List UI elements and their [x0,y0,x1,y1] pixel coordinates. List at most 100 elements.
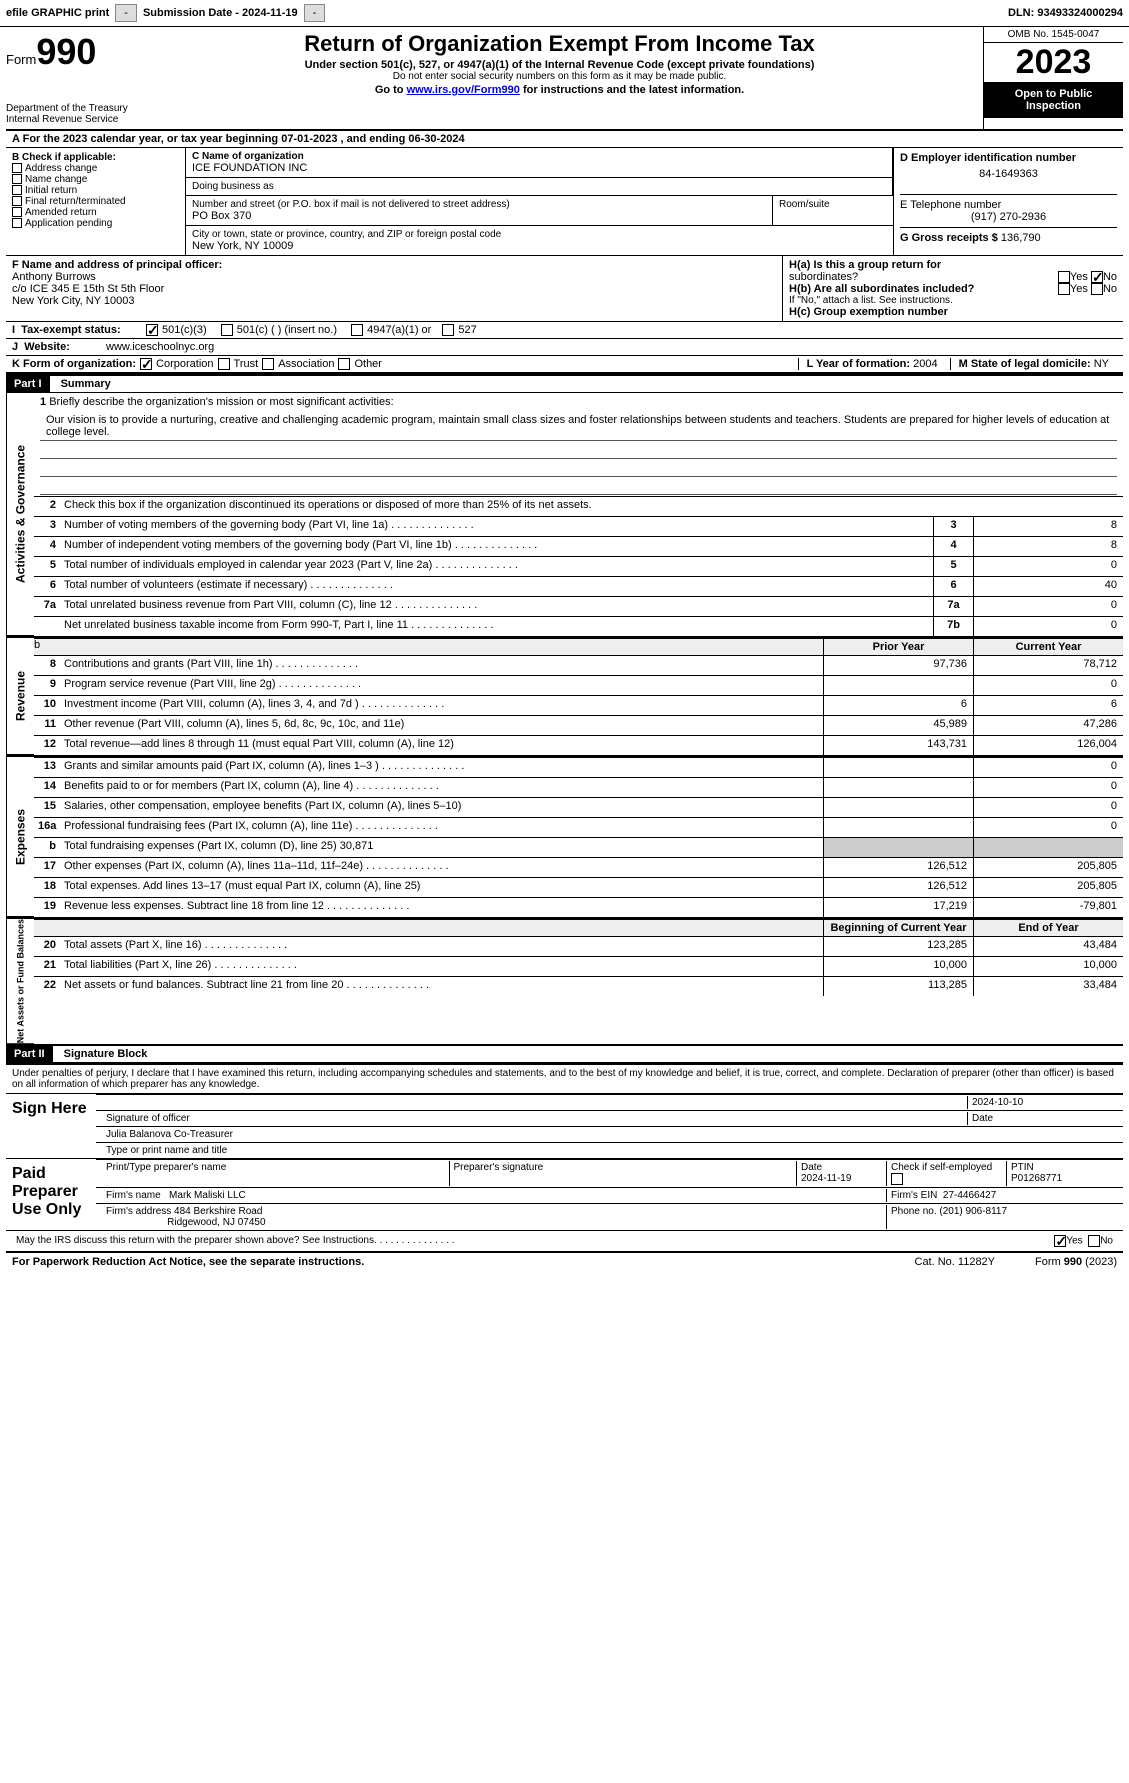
chk-corp[interactable] [140,358,152,370]
hb-note: If "No," attach a list. See instructions… [789,295,1117,306]
firm-addr2: Ridgewood, NJ 07450 [167,1217,265,1228]
current-year-header: Current Year [973,639,1123,655]
street-value: PO Box 370 [192,210,766,222]
prep-date: 2024-11-19 [801,1173,851,1184]
chk-assoc[interactable] [262,358,274,370]
btn-dash-2[interactable]: - [304,4,326,22]
firm-name: Mark Maliski LLC [169,1190,246,1201]
vtab-net-assets: Net Assets or Fund Balances [6,919,34,1044]
goto-link[interactable]: www.irs.gov/Form990 [407,84,520,96]
type-name-label: Type or print name and title [102,1144,1117,1157]
chk-hb-no[interactable] [1091,283,1103,295]
chk-4947[interactable] [351,324,363,336]
chk-hb-yes[interactable] [1058,283,1070,295]
chk-amended-return[interactable] [12,207,22,217]
open-to-public-1: Open to Public [988,88,1119,100]
l16a-current: 0 [973,818,1123,837]
officer-addr1: c/o ICE 345 E 15th St 5th Floor [12,283,776,295]
officer-name: Anthony Burrows [12,271,776,283]
chk-address-change[interactable] [12,163,22,173]
tax-year: 2023 [984,43,1123,82]
chk-527[interactable] [442,324,454,336]
btn-dash[interactable]: - [115,4,137,22]
l5-value: 0 [973,557,1123,576]
l3-desc: Number of voting members of the governin… [60,517,933,536]
chk-final-return[interactable] [12,196,22,206]
cat-no: Cat. No. 11282Y [915,1256,996,1268]
irs-label: Internal Revenue Service [6,114,130,125]
city-value: New York, NY 10009 [192,240,887,252]
l11-prior: 45,989 [823,716,973,735]
l11-current: 47,286 [973,716,1123,735]
j-label: Website: [24,341,70,353]
chk-trust[interactable] [218,358,230,370]
l9-current: 0 [973,676,1123,695]
date-label: Date [967,1112,1117,1125]
l21-current: 10,000 [973,957,1123,976]
topbar: efile GRAPHIC print - Submission Date - … [0,0,1129,27]
eoy-header: End of Year [973,920,1123,936]
officer-addr2: New York City, NY 10003 [12,295,776,307]
paid-preparer-label: Paid Preparer Use Only [6,1159,96,1230]
l20-current: 43,484 [973,937,1123,956]
chk-501c3[interactable] [146,324,158,336]
open-to-public-2: Inspection [988,100,1119,112]
org-name: ICE FOUNDATION INC [192,162,886,174]
hc-label: H(c) Group exemption number [789,306,1117,318]
l19-prior: 17,219 [823,898,973,917]
e-phone-label: E Telephone number [900,199,1117,211]
sign-here-label: Sign Here [6,1094,96,1158]
chk-501c[interactable] [221,324,233,336]
chk-other[interactable] [338,358,350,370]
l17-prior: 126,512 [823,858,973,877]
l8-prior: 97,736 [823,656,973,675]
dba-label: Doing business as [192,181,886,192]
goto-label: Go to [375,84,407,96]
l3-value: 8 [973,517,1123,536]
f-officer-label: F Name and address of principal officer: [12,259,776,271]
chk-self-employed[interactable] [891,1173,903,1185]
l17-current: 205,805 [973,858,1123,877]
l10-prior: 6 [823,696,973,715]
l16b-value: 30,871 [340,840,374,852]
l22-current: 33,484 [973,977,1123,996]
dept-treasury: Department of the Treasury [6,103,130,114]
street-label: Number and street (or P.O. box if mail i… [192,199,766,210]
l13-prior [823,758,973,777]
ptin-value: P01268771 [1011,1173,1062,1184]
boy-header: Beginning of Current Year [823,920,973,936]
l14-prior [823,778,973,797]
chk-discuss-no[interactable] [1088,1235,1100,1247]
firm-ein: 27-4466427 [943,1190,996,1201]
form-title: Return of Organization Exempt From Incom… [140,31,979,57]
l7a-value: 0 [973,597,1123,616]
chk-ha-no[interactable] [1091,271,1103,283]
goto-rest: for instructions and the latest informat… [520,84,744,96]
line-a-calendar-year: A For the 2023 calendar year, or tax yea… [6,131,1123,147]
entity-info-block: B Check if applicable: Address change Na… [6,147,1123,255]
l16a-prior [823,818,973,837]
chk-name-change[interactable] [12,174,22,184]
prep-name-label: Print/Type preparer's name [102,1161,450,1186]
chk-ha-yes[interactable] [1058,271,1070,283]
c-name-label: C Name of organization [192,151,886,162]
l9-prior [823,676,973,695]
hb-label: H(b) Are all subordinates included? [789,283,974,295]
dln-label: DLN: 93493324000294 [1008,7,1123,19]
firm-addr1: 484 Berkshire Road [174,1206,262,1217]
l1-label: Briefly describe the organization's miss… [49,396,393,408]
ha-label2: subordinates? [789,271,858,283]
chk-discuss-yes[interactable] [1054,1235,1066,1247]
part-ii-header: Part II [6,1046,53,1062]
l15-prior [823,798,973,817]
i-label: Tax-exempt status: [21,324,120,336]
city-label: City or town, state or province, country… [192,229,887,240]
chk-application-pending[interactable] [12,218,22,228]
l18-current: 205,805 [973,878,1123,897]
b-label: B Check if applicable: [12,152,179,163]
chk-initial-return[interactable] [12,185,22,195]
website-value: www.iceschoolnyc.org [106,341,214,353]
l22-prior: 113,285 [823,977,973,996]
vtab-activities-governance: Activities & Governance [6,393,34,636]
form-header: Form990 Department of the Treasury Inter… [6,27,1123,129]
